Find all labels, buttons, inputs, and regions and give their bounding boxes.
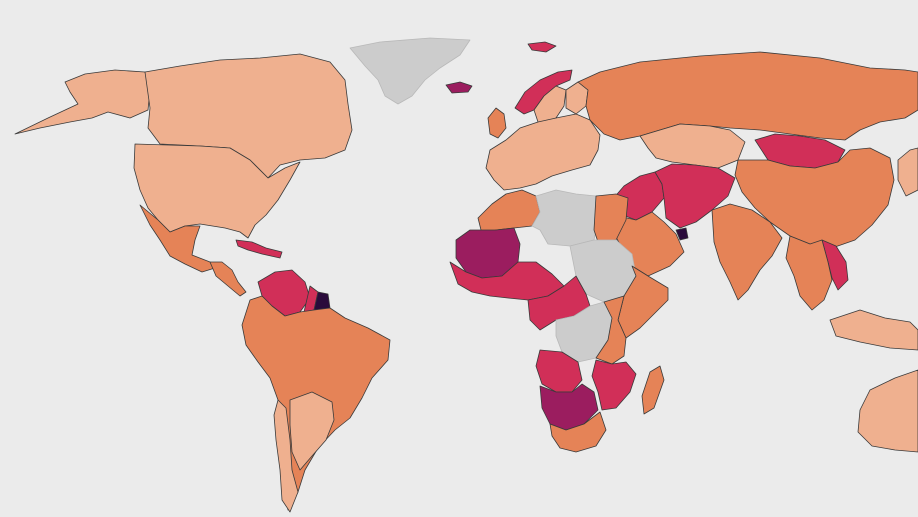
region-madagascar[interactable] xyxy=(641,365,665,415)
region-philippines-indonesia[interactable] xyxy=(829,309,918,351)
region-india[interactable] xyxy=(711,203,783,301)
region-uk[interactable] xyxy=(487,107,507,139)
region-mozambique[interactable] xyxy=(591,359,637,411)
region-caribbean[interactable] xyxy=(235,239,283,259)
region-east-africa[interactable] xyxy=(595,295,627,365)
region-europe[interactable] xyxy=(485,113,601,191)
region-russia[interactable] xyxy=(577,51,918,141)
region-chile[interactable] xyxy=(273,399,299,513)
region-namibia-botswana[interactable] xyxy=(539,383,599,431)
region-canada[interactable] xyxy=(144,53,353,179)
region-uae[interactable] xyxy=(675,227,689,241)
region-egypt[interactable] xyxy=(593,193,629,243)
region-southeast-asia[interactable] xyxy=(785,235,833,311)
region-united-states[interactable] xyxy=(133,143,301,239)
region-greenland[interactable] xyxy=(349,37,471,105)
region-central-america[interactable] xyxy=(209,261,247,297)
region-norway[interactable] xyxy=(514,69,573,115)
region-china[interactable] xyxy=(734,147,895,249)
region-iceland[interactable] xyxy=(445,81,473,94)
region-alaska[interactable] xyxy=(14,69,151,135)
region-svalbard[interactable] xyxy=(527,41,557,53)
region-australia[interactable] xyxy=(857,369,918,453)
region-horn-africa[interactable] xyxy=(617,265,669,339)
region-paraguay[interactable] xyxy=(289,391,335,471)
region-japan[interactable] xyxy=(897,147,918,197)
region-south-africa[interactable] xyxy=(549,411,607,453)
